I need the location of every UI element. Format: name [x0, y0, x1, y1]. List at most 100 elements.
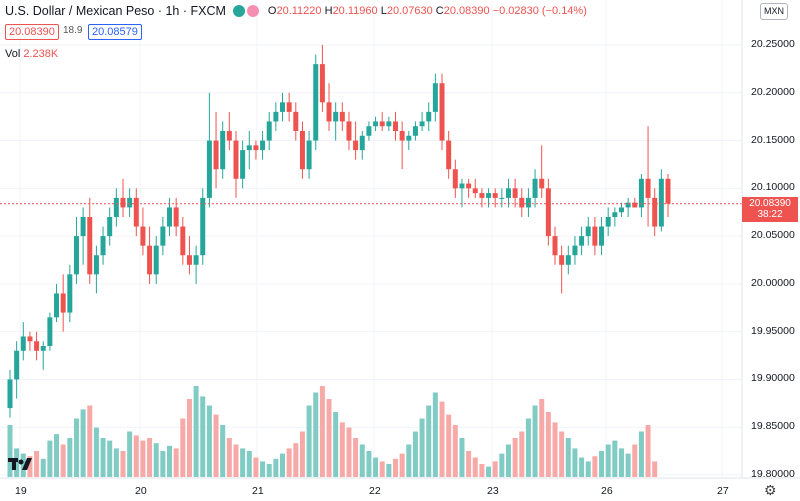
candle-body [147, 245, 153, 275]
volume-bar [579, 457, 585, 477]
volume-bar [120, 451, 126, 477]
volume-bar [233, 444, 239, 477]
time-tick-label: 19 [15, 485, 27, 497]
price-tick-label: 19.85000 [751, 420, 795, 433]
price-tick-label: 20.20000 [751, 85, 795, 98]
volume-bar [432, 392, 438, 477]
candle-body [47, 317, 53, 346]
market-open-icon [232, 5, 245, 17]
volume-bar [27, 456, 33, 477]
candle-body [233, 140, 239, 179]
volume-bar [392, 458, 398, 477]
volume-bar [54, 434, 60, 477]
candle-body [80, 217, 86, 237]
volume-bar [618, 448, 624, 477]
candle-body [140, 226, 146, 246]
candle-body [7, 379, 13, 409]
volume-bar [253, 457, 259, 477]
settings-gear-icon[interactable]: ⚙ [764, 482, 777, 498]
candle-body [20, 336, 26, 351]
candle-body [339, 111, 345, 122]
volume-bar [14, 448, 20, 477]
candle-body [618, 207, 624, 213]
volume-bar [306, 405, 312, 477]
time-tick-label: 27 [717, 485, 729, 497]
sell-price-button[interactable]: 20.08390 [5, 24, 59, 40]
grid-lines [0, 0, 742, 478]
chart-header: U.S. Dollar / Mexican Peso · 1h · FXCM O… [5, 4, 587, 18]
candle-body [353, 140, 359, 151]
volume-bar [353, 438, 359, 477]
volume-bar [60, 444, 66, 477]
candle-body [180, 226, 186, 256]
candle-body [107, 217, 113, 237]
volume-bar [186, 399, 192, 477]
candle-body [133, 197, 139, 227]
candle-body [359, 135, 365, 151]
candle-body [333, 111, 339, 122]
candle-body [253, 145, 259, 151]
candle-body [319, 64, 325, 103]
candle-body [226, 131, 232, 141]
volume-bar [532, 405, 538, 477]
candles [7, 45, 671, 418]
candle-body [412, 126, 418, 136]
volume-bar [299, 431, 305, 477]
volume-bar [319, 386, 325, 477]
volume-bar [260, 461, 266, 477]
candle-body [286, 102, 292, 112]
candle-body [280, 102, 286, 112]
volume-bar [373, 457, 379, 477]
candle-body [54, 293, 60, 318]
candle-body [545, 188, 551, 237]
candle-body [525, 197, 531, 208]
volume-bar [486, 466, 492, 477]
volume-bar [525, 418, 531, 477]
candle-body [432, 83, 438, 112]
data-status-icon[interactable] [246, 5, 259, 17]
volume-bar [346, 427, 352, 477]
volume-bar [572, 448, 578, 477]
volume-bar [87, 405, 93, 477]
candle-body [346, 121, 352, 141]
volume-bar [313, 392, 319, 477]
volume-bar [592, 456, 598, 477]
candle-body [87, 217, 93, 275]
volume-bar [47, 440, 53, 477]
spread-value: 18.9 [63, 25, 83, 36]
symbol-title[interactable]: U.S. Dollar / Mexican Peso · 1h · FXCM [5, 4, 226, 18]
volume-bar [246, 451, 252, 477]
tradingview-logo-icon[interactable] [6, 452, 34, 476]
volume-bar [80, 409, 86, 477]
candle-body [665, 178, 671, 204]
volume-bar [452, 425, 458, 477]
candle-body [306, 140, 312, 170]
volume-bar [552, 422, 558, 477]
candle-body [552, 236, 558, 256]
volume-bar [167, 445, 173, 477]
candle-body [14, 350, 20, 380]
candle-body [479, 193, 485, 198]
price-tick-label: 19.90000 [751, 372, 795, 385]
candle-body [326, 102, 332, 122]
volume-bar [180, 418, 186, 477]
volume-bar [153, 443, 159, 477]
volume-bar [133, 435, 139, 477]
candle-body [373, 121, 379, 127]
volume-bar [240, 448, 246, 477]
volume-bar [140, 440, 146, 477]
price-tick-label: 20.10000 [751, 181, 795, 194]
volume-bar [213, 414, 219, 477]
candle-body [220, 131, 226, 170]
candle-body [206, 140, 212, 198]
candle-body [492, 193, 498, 198]
candle-body [34, 341, 40, 351]
candle-body [386, 121, 392, 127]
candle-body [585, 226, 591, 237]
currency-button[interactable]: MXN [760, 3, 788, 20]
price-tick-label: 20.05000 [751, 229, 795, 242]
volume-bar [93, 427, 99, 477]
volume-bar [479, 464, 485, 477]
buy-price-button[interactable]: 20.08579 [88, 24, 142, 40]
